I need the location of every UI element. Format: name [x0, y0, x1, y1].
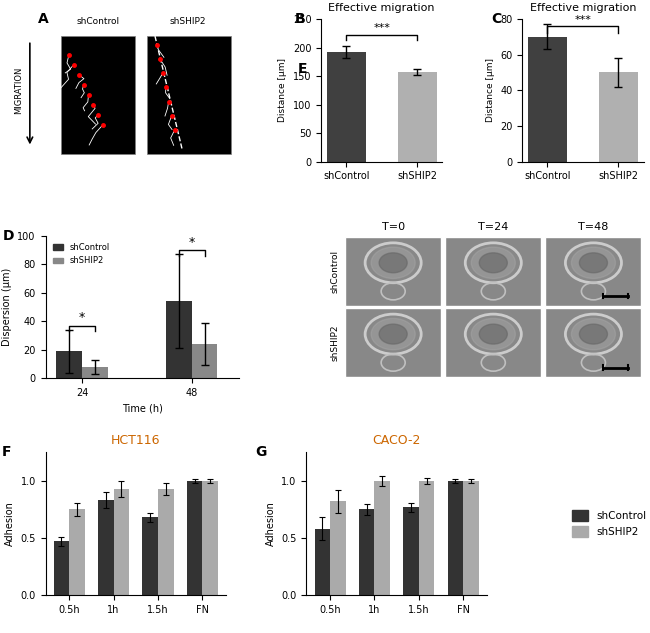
Bar [57, 351, 82, 379]
Text: ***: *** [575, 15, 592, 25]
Bar [448, 481, 463, 595]
Bar [419, 481, 434, 595]
Bar [345, 237, 441, 306]
Text: E: E [298, 62, 307, 76]
Y-axis label: Distance [µm]: Distance [µm] [486, 58, 495, 122]
Text: T=24: T=24 [478, 222, 508, 232]
Text: D: D [3, 229, 14, 242]
FancyBboxPatch shape [147, 36, 231, 154]
Title: CACO-2: CACO-2 [372, 434, 421, 447]
Bar [545, 308, 642, 377]
Text: A: A [38, 12, 49, 26]
Bar [398, 72, 437, 161]
Bar [192, 344, 217, 379]
Text: shSHIP2: shSHIP2 [331, 324, 339, 361]
Text: *: * [79, 311, 85, 324]
Bar [315, 529, 330, 595]
Circle shape [571, 247, 616, 279]
Bar [545, 237, 642, 306]
Title: Effective migration: Effective migration [530, 3, 636, 13]
X-axis label: Time (h): Time (h) [122, 404, 163, 413]
Circle shape [379, 253, 407, 273]
Text: T=0: T=0 [382, 222, 405, 232]
Bar [374, 481, 390, 595]
FancyBboxPatch shape [61, 36, 135, 154]
Circle shape [579, 253, 608, 273]
Bar [403, 507, 419, 595]
Title: Effective migration: Effective migration [328, 3, 435, 13]
Bar [158, 489, 174, 595]
Bar [54, 541, 70, 595]
Circle shape [471, 318, 515, 350]
Bar [70, 510, 84, 595]
Bar [202, 481, 218, 595]
Bar [445, 237, 541, 306]
Text: shControl: shControl [77, 17, 120, 26]
Text: T=48: T=48 [578, 222, 608, 232]
Circle shape [479, 253, 507, 273]
Bar [528, 37, 567, 161]
Text: shControl: shControl [331, 250, 339, 293]
Text: ***: *** [373, 23, 390, 34]
Bar [82, 367, 108, 379]
Legend: shControl, shSHIP2: shControl, shSHIP2 [49, 240, 113, 269]
Text: *: * [188, 235, 195, 249]
Bar [599, 72, 638, 161]
Y-axis label: Adhesion: Adhesion [5, 501, 15, 546]
Circle shape [471, 247, 515, 279]
Text: B: B [294, 12, 305, 26]
Bar [330, 501, 346, 595]
Circle shape [379, 324, 407, 344]
Title: HCT116: HCT116 [111, 434, 161, 447]
Circle shape [571, 318, 616, 350]
Bar [114, 489, 129, 595]
Y-axis label: Adhesion: Adhesion [266, 501, 276, 546]
Circle shape [371, 318, 415, 350]
Circle shape [579, 324, 608, 344]
Bar [345, 308, 441, 377]
Circle shape [371, 247, 415, 279]
Bar [327, 52, 366, 161]
Circle shape [479, 324, 507, 344]
Bar [142, 517, 158, 595]
Text: shSHIP2: shSHIP2 [170, 17, 207, 26]
Legend: shControl, shSHIP2: shControl, shSHIP2 [572, 510, 646, 537]
Bar [463, 481, 478, 595]
Text: F: F [2, 445, 12, 460]
Text: C: C [491, 12, 501, 26]
Y-axis label: Distance [µm]: Distance [µm] [278, 58, 287, 122]
Text: MIGRATION: MIGRATION [14, 66, 23, 114]
Bar [98, 500, 114, 595]
Y-axis label: Dispersion (µm): Dispersion (µm) [2, 268, 12, 346]
Bar [166, 301, 192, 379]
Text: G: G [255, 445, 267, 460]
Bar [445, 308, 541, 377]
Bar [187, 481, 202, 595]
Bar [359, 510, 374, 595]
